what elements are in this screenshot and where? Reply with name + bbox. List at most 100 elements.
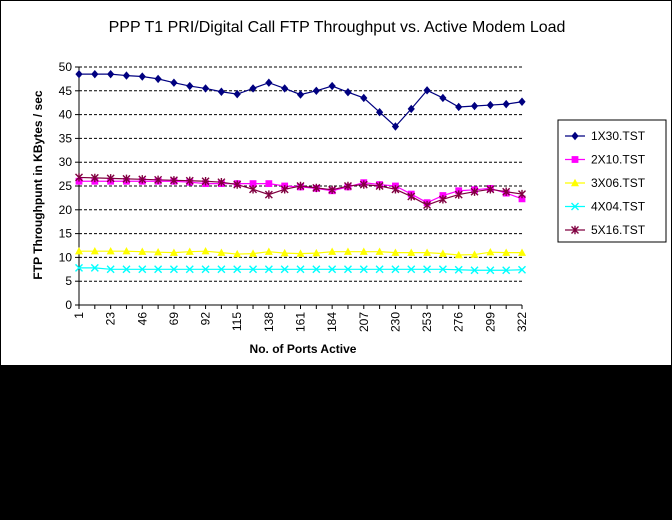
x-tick-label: 207: [357, 312, 371, 332]
data-point: [518, 195, 526, 203]
data-point: [439, 93, 447, 103]
data-point: [423, 200, 432, 210]
data-point: [343, 181, 352, 191]
data-point: [138, 265, 147, 274]
legend-label: 2X10.TST: [591, 153, 646, 167]
data-point: [296, 249, 305, 257]
data-point: [249, 265, 258, 274]
data-point: [470, 101, 479, 111]
data-point: [423, 86, 431, 95]
x-tick-label: 161: [294, 312, 308, 332]
data-point: [391, 185, 400, 194]
x-tick-label: 23: [104, 312, 118, 326]
data-point: [154, 74, 162, 84]
legend-label: 5X16.TST: [591, 223, 646, 237]
data-point: [122, 174, 131, 184]
data-point: [264, 265, 273, 274]
x-tick-label: 230: [388, 312, 402, 332]
y-tick-label: 15: [59, 227, 73, 241]
data-point: [138, 175, 147, 184]
legend-marker: [571, 225, 579, 235]
data-point: [375, 181, 384, 191]
data-point: [122, 71, 131, 80]
x-tick-label: 69: [167, 312, 181, 326]
data-point: [201, 265, 210, 274]
y-tick-label: 5: [65, 274, 72, 288]
data-point: [233, 180, 242, 189]
y-axis-label: FTP Throughpunt in KBytes / sec: [31, 90, 45, 279]
data-point: [470, 187, 479, 196]
data-point: [185, 176, 194, 185]
data-point: [375, 247, 384, 255]
data-point: [249, 249, 258, 257]
data-point: [154, 265, 163, 274]
data-point: [407, 248, 416, 256]
data-point: [343, 247, 352, 255]
data-point: [170, 78, 178, 87]
data-point: [328, 247, 337, 255]
data-point: [438, 195, 447, 204]
data-point: [281, 84, 289, 93]
data-point: [75, 173, 83, 182]
data-point: [518, 248, 526, 256]
data-point: [312, 265, 321, 274]
data-point: [296, 181, 305, 191]
data-point: [312, 183, 321, 193]
data-point: [470, 250, 479, 258]
data-point: [375, 265, 384, 274]
data-point: [407, 265, 416, 274]
y-tick-label: 20: [59, 203, 73, 217]
data-point: [359, 265, 368, 274]
data-point: [154, 175, 163, 185]
x-axis-label: No. of Ports Active: [250, 342, 357, 356]
data-point: [138, 72, 146, 81]
y-tick-label: 50: [59, 60, 73, 74]
data-point: [407, 104, 415, 114]
data-point: [217, 87, 225, 96]
data-point: [280, 248, 289, 257]
data-point: [264, 190, 273, 199]
data-point: [328, 81, 336, 91]
data-point: [328, 185, 337, 195]
data-point: [169, 176, 178, 185]
x-tick-label: 253: [420, 312, 434, 332]
data-point: [312, 248, 321, 257]
data-point: [233, 89, 241, 99]
data-point: [359, 180, 368, 189]
y-tick-label: 10: [59, 250, 73, 264]
legend-label: 3X06.TST: [591, 176, 646, 190]
data-point: [201, 84, 210, 93]
data-point: [75, 69, 83, 79]
data-point: [75, 263, 83, 272]
data-point: [518, 265, 526, 274]
legend-label: 1X30.TST: [591, 129, 646, 143]
y-tick-label: 30: [59, 155, 73, 169]
data-point: [312, 86, 320, 95]
x-tick-label: 46: [135, 312, 149, 326]
x-tick-label: 92: [199, 312, 213, 326]
y-tick-label: 40: [59, 108, 73, 122]
data-point: [265, 78, 273, 87]
data-point: [138, 247, 147, 255]
data-point: [90, 173, 99, 183]
data-point: [201, 177, 210, 186]
data-point: [106, 265, 115, 274]
chart-title: PPP T1 PRI/Digital Call FTP Throughput v…: [109, 19, 566, 36]
legend-marker: [571, 131, 579, 141]
data-point: [407, 192, 416, 201]
data-point: [264, 247, 273, 255]
data-point: [122, 247, 131, 255]
chart-area: PPP T1 PRI/Digital Call FTP Throughput v…: [0, 0, 672, 366]
data-point: [280, 185, 289, 194]
legend-marker: [571, 178, 579, 187]
data-point: [280, 265, 289, 274]
data-point: [90, 263, 99, 272]
data-point: [91, 69, 99, 79]
legend-marker: [571, 156, 579, 163]
series-line-1X30.TST: [79, 73, 523, 128]
line-chart: PPP T1 PRI/Digital Call FTP Throughput v…: [31, 19, 667, 356]
data-point: [217, 248, 226, 256]
x-tick-label: 1: [72, 312, 86, 319]
data-point: [344, 88, 352, 97]
data-point: [154, 247, 163, 256]
